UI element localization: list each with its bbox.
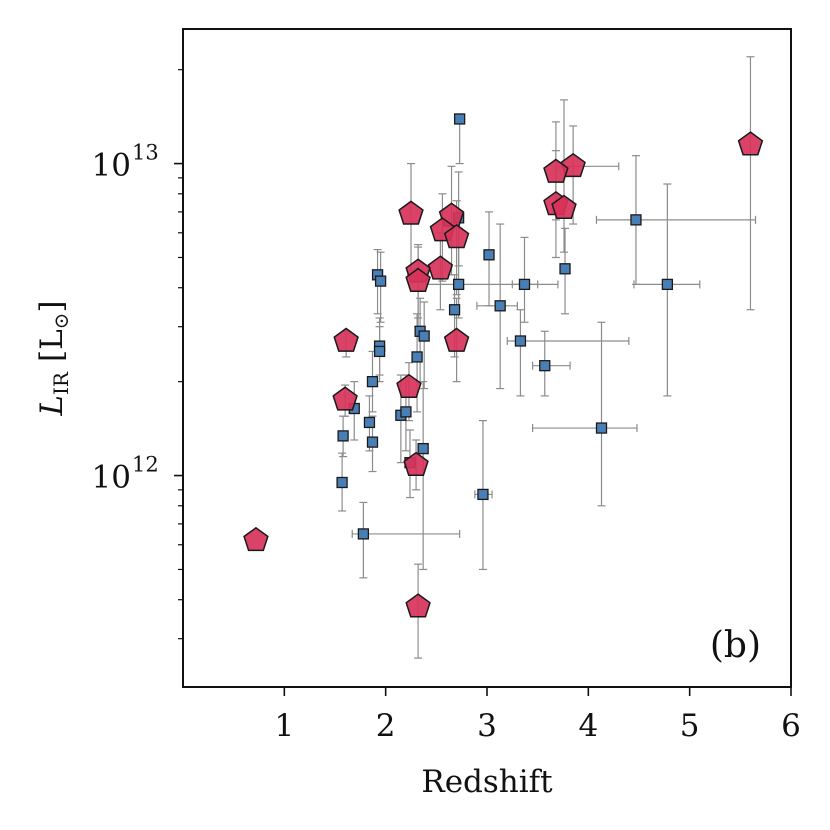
y-tick-label: 10: [92, 460, 131, 496]
square-point: [595, 422, 608, 434]
square-point: [336, 476, 348, 489]
x-tick-label: 2: [376, 708, 396, 744]
pentagon-point: [396, 373, 422, 399]
error-bar: [531, 321, 638, 507]
error-bars: [338, 56, 757, 659]
x-tick-label: 4: [578, 708, 598, 744]
error-bar: [420, 301, 429, 390]
y-tick-label: 10: [92, 148, 131, 184]
square-point: [539, 360, 551, 372]
square-point: [400, 406, 412, 418]
square-point: [453, 113, 466, 125]
square-point: [417, 442, 429, 455]
pentagon-series: [243, 131, 764, 618]
x-axis-label: Redshift: [421, 764, 553, 800]
pentagon-point: [551, 194, 577, 219]
pentagon-point: [333, 327, 359, 352]
square-point: [418, 330, 430, 342]
pentagon-point: [405, 593, 431, 618]
pentagon-point: [398, 200, 424, 225]
square-point: [373, 345, 386, 358]
square-point: [366, 436, 379, 448]
square-point: [366, 375, 379, 388]
pentagon-point: [443, 223, 470, 249]
square-point: [374, 275, 387, 287]
y-label-sub: IR: [49, 371, 73, 395]
square-point: [357, 528, 370, 540]
square-point: [494, 300, 506, 312]
error-bar: [746, 56, 755, 311]
y-tick-exponent: 13: [132, 141, 159, 165]
square-point: [452, 278, 465, 291]
error-bar: [455, 118, 464, 165]
pentagon-point: [405, 267, 431, 292]
square-point: [483, 249, 495, 261]
square-point: [363, 416, 376, 429]
pentagon-point: [737, 131, 764, 156]
pentagon-point: [332, 386, 358, 411]
pentagon-point: [543, 158, 569, 183]
square-point: [514, 335, 527, 347]
pentagon-point: [403, 451, 429, 476]
y-axis-label: LIR [L⊙]: [34, 300, 73, 416]
square-point: [661, 278, 674, 291]
panel-label: (b): [710, 625, 761, 666]
square-point: [411, 351, 423, 363]
square-point: [337, 430, 349, 442]
square-point: [630, 214, 642, 226]
y-label-unit-sub: ⊙: [49, 313, 73, 330]
square-point: [518, 278, 531, 291]
square-point: [477, 488, 489, 501]
x-tick-label: 5: [680, 708, 700, 744]
error-bar: [506, 309, 630, 397]
pentagon-point: [243, 526, 269, 552]
error-bar: [595, 155, 757, 285]
x-tick-label: 1: [274, 708, 294, 744]
pentagon-point: [427, 255, 454, 280]
square-series: [336, 113, 674, 540]
plot-frame: [182, 28, 792, 688]
y-tick-exponent: 12: [132, 453, 159, 477]
x-tick-label: 3: [477, 708, 497, 744]
y-label-main: L: [34, 395, 70, 417]
error-bar: [351, 501, 461, 579]
pentagon-point: [443, 327, 470, 352]
x-tick-label: 6: [781, 708, 801, 744]
y-label-unit: [L: [34, 329, 70, 362]
square-point: [448, 304, 461, 316]
error-bar: [376, 251, 385, 323]
square-point: [559, 263, 571, 275]
y-label-unit-close: ]: [34, 300, 70, 312]
